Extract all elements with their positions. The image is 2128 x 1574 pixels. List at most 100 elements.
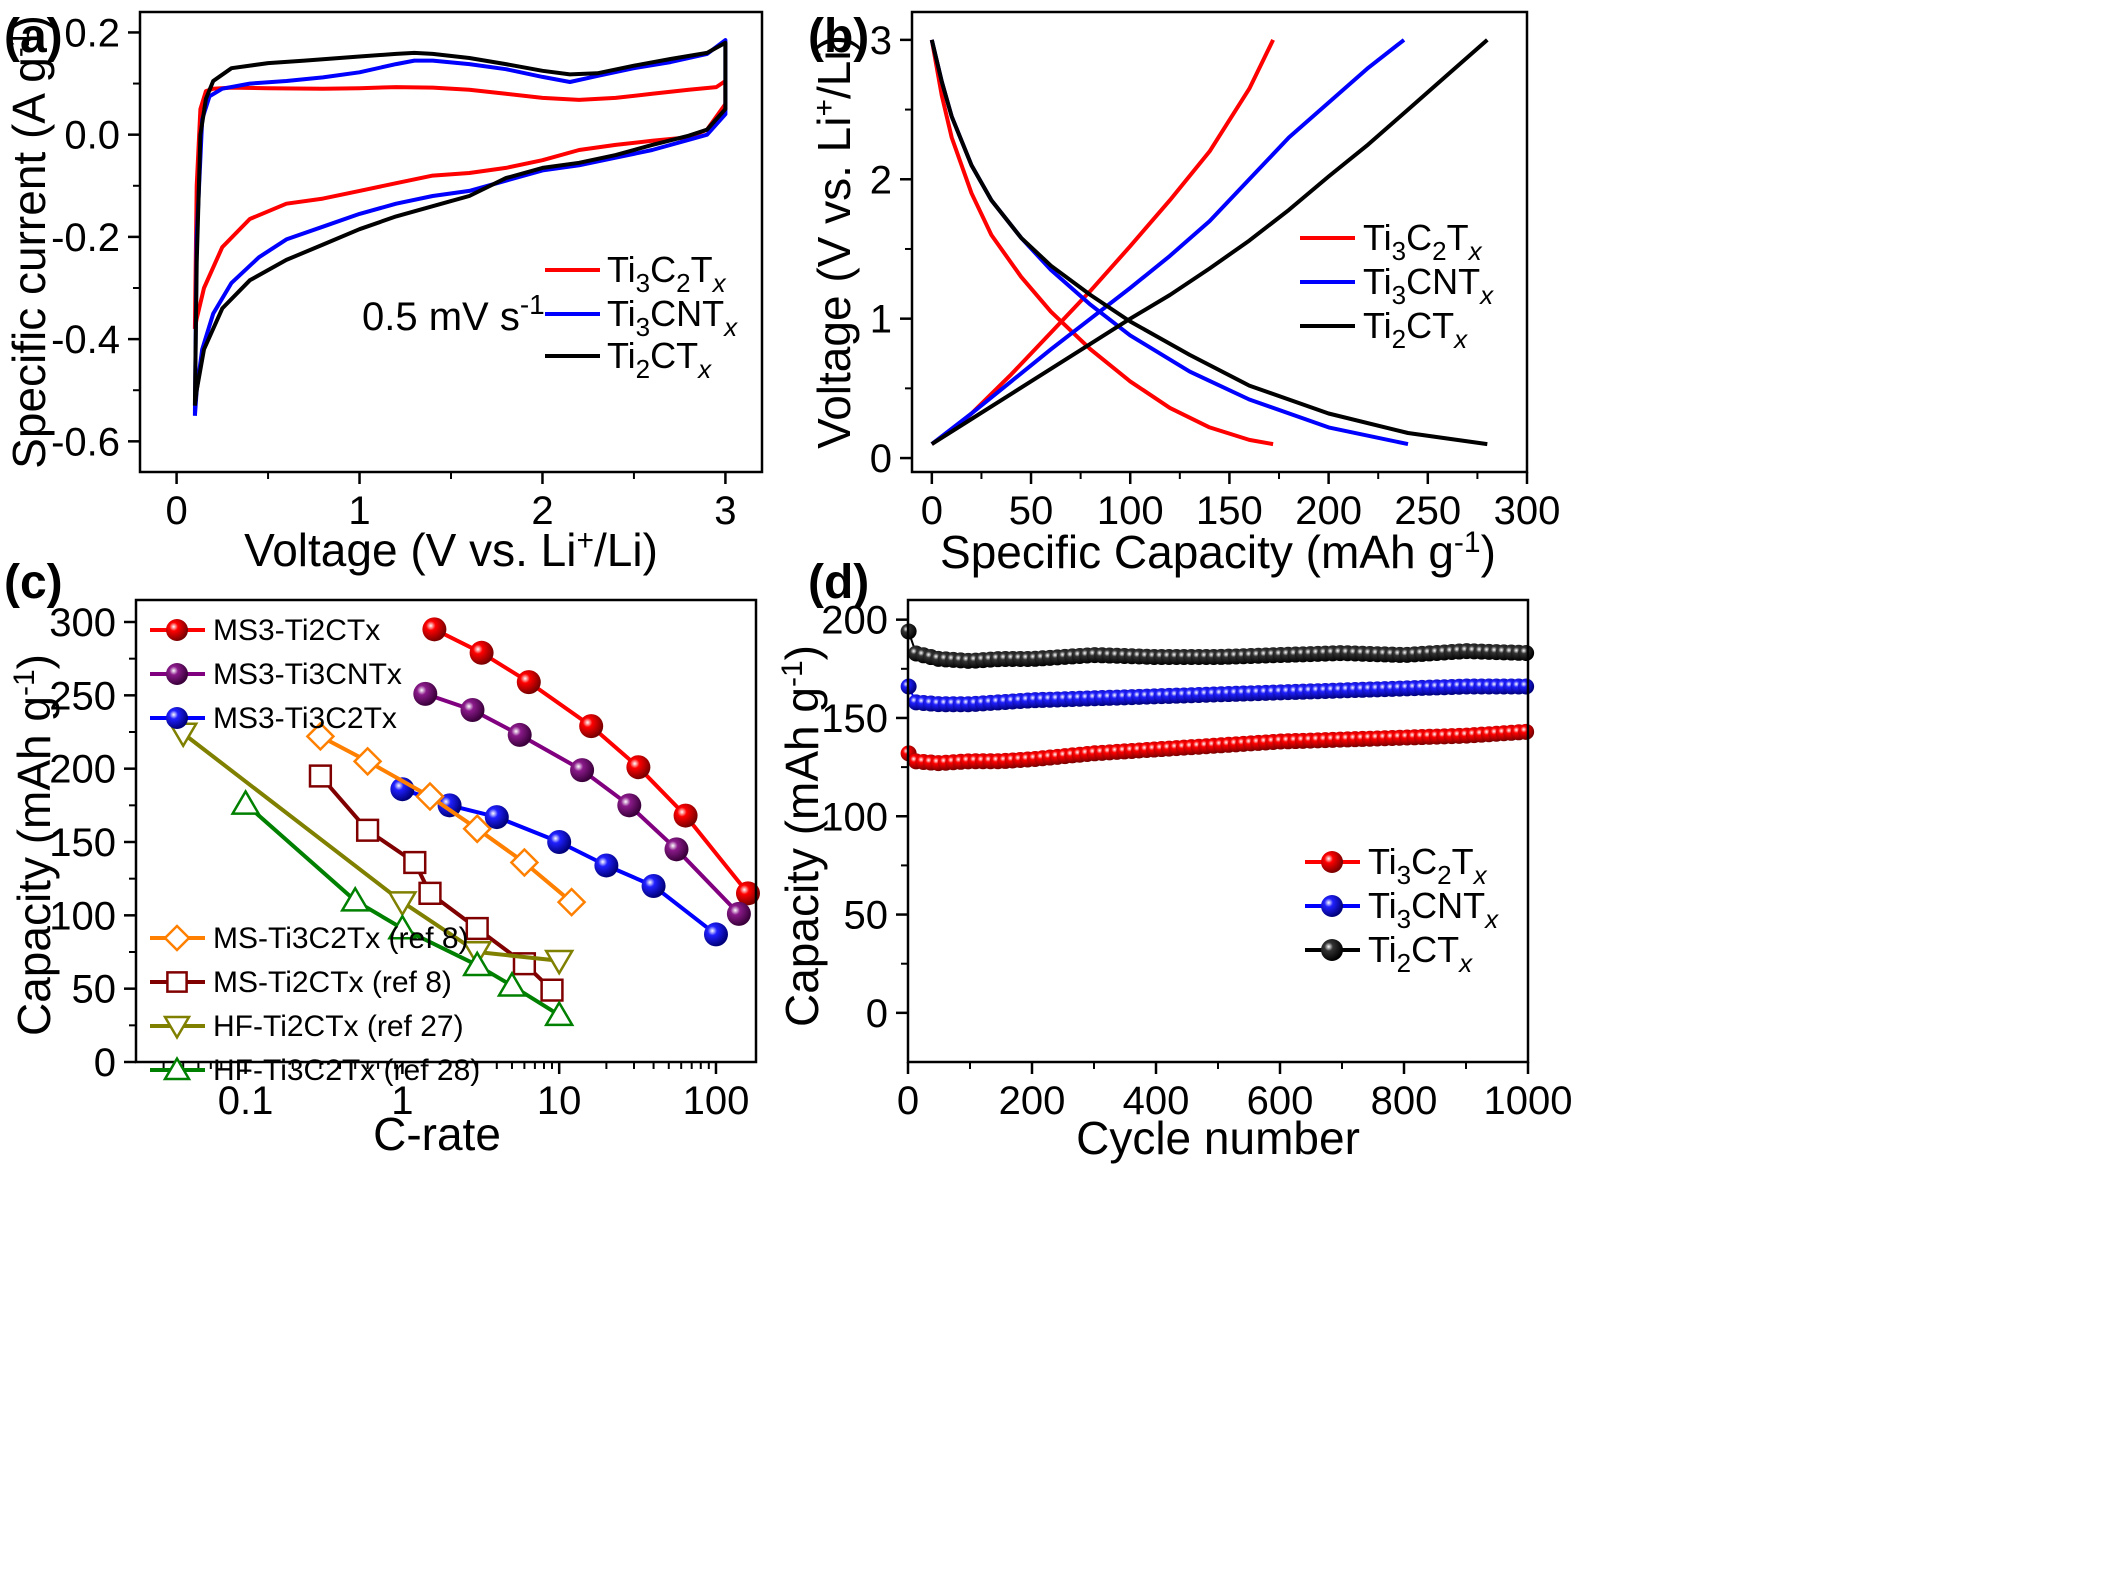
panel-a-label: (a) bbox=[4, 10, 63, 63]
y-tick-label: -0.4 bbox=[51, 318, 120, 362]
legend-label-d-ti3cntx: Ti3CNTx bbox=[1368, 885, 1499, 934]
data-point-ms-ti2ctx-ref-8 bbox=[540, 978, 564, 1002]
panel-a-legend: Ti3C2Tx Ti3CNTx Ti2CTx bbox=[545, 249, 738, 384]
data-point-ms3-ti3c2tx bbox=[547, 830, 572, 854]
data-point-ms3-ti2ctx bbox=[516, 670, 541, 695]
panel-c-legend: MS3-Ti2CTx MS3-Ti3CNTx MS3-Ti3C2Tx MS-Ti3C2… bbox=[150, 614, 480, 1087]
y-tick-label: 3 bbox=[870, 19, 892, 63]
panel-d-legend: Ti3C2Tx Ti3CNTx Ti2CTx bbox=[1305, 841, 1499, 978]
y-tick-label: 200 bbox=[49, 748, 116, 792]
panel-d-frame bbox=[906, 598, 1530, 1064]
legend-label-c-ms-ti2ctx-ref-8: MS-Ti2CTx (ref 8) bbox=[213, 966, 452, 999]
x-tick-label: 10 bbox=[537, 1079, 582, 1123]
data-point-ms3-ti2ctx bbox=[673, 803, 698, 828]
charge-curve-ti3c2tx bbox=[930, 39, 1275, 446]
y-tick-label: 1 bbox=[870, 298, 892, 342]
data-point-ms3-ti2ctx bbox=[469, 640, 494, 665]
legend-label-b-ti2ctx: Ti2CTx bbox=[1363, 305, 1468, 354]
legend-label-c-ms-ti3c2tx-ref-8: MS-Ti3C2Tx (ref 8) bbox=[213, 922, 469, 955]
legend-marker-c-ms-ti3c2tx-ref-8 bbox=[163, 924, 191, 952]
legend-label-d-ti2ctx: Ti2CTx bbox=[1368, 929, 1473, 978]
data-point-hf-ti3c2tx-ref-28 bbox=[230, 789, 261, 815]
x-tick-label: 1 bbox=[391, 1079, 413, 1123]
data-point-ms3-ti2ctx bbox=[422, 617, 447, 642]
panel-c-x-axis-label: C-rate bbox=[373, 1108, 501, 1160]
x-tick-label: 0 bbox=[921, 489, 943, 533]
rate-line-hf-ti2ctx-ref-27 bbox=[181, 731, 560, 963]
legend-marker-c-hf-ti2ctx-ref-27 bbox=[162, 1015, 192, 1040]
y-tick-label: 300 bbox=[49, 601, 116, 645]
panel-d-y-axis-label: Capacity (mAh g-1) bbox=[776, 645, 828, 1027]
legend-marker-d-ti3cntx bbox=[1321, 895, 1343, 917]
panel-c-frame bbox=[134, 598, 758, 1064]
legend-marker-d-ti2ctx bbox=[1321, 939, 1343, 961]
x-tick-label: 3 bbox=[714, 489, 736, 533]
data-point-hf-ti3c2tx-ref-28 bbox=[462, 950, 493, 977]
x-tick-label: 2 bbox=[531, 489, 553, 533]
cv-curve-ti2ctx bbox=[192, 40, 728, 406]
legend-label-b-ti3cntx: Ti3CNTx bbox=[1363, 261, 1494, 310]
data-point-ms-ti3c2tx-ref-8 bbox=[556, 887, 587, 917]
y-tick-label: 0 bbox=[94, 1041, 116, 1085]
cv-curve-ti3cntx bbox=[192, 38, 728, 416]
legend-marker-c-ms3-ti2ctx bbox=[166, 619, 188, 641]
legend-label-c-hf-ti2ctx-ref-27: HF-Ti2CTx (ref 27) bbox=[213, 1010, 464, 1043]
panel-b-x-axis-label: Specific Capacity (mAh g-1) bbox=[940, 526, 1496, 578]
legend-label-d-ti3c2tx: Ti3C2Tx bbox=[1368, 841, 1488, 890]
data-point-ms3-ti3cntx bbox=[460, 698, 485, 722]
y-tick-label: 50 bbox=[72, 968, 117, 1012]
data-point-ms-ti2ctx-ref-8 bbox=[418, 881, 442, 905]
x-tick-label: 1000 bbox=[1484, 1079, 1573, 1123]
y-tick-label: 2 bbox=[870, 158, 892, 202]
data-point-ti2ctx bbox=[1518, 645, 1535, 662]
data-point-ti3c2tx bbox=[1518, 723, 1535, 740]
data-point-ms-ti3c2tx-ref-8 bbox=[462, 814, 492, 844]
panel-a-scan-rate-annotation: 0.5 mV s-1 bbox=[362, 289, 545, 339]
data-point-ms-ti3c2tx-ref-8 bbox=[305, 721, 336, 752]
y-tick-label: -0.2 bbox=[51, 216, 120, 260]
legend-marker-c-ms3-ti3c2tx bbox=[166, 707, 188, 729]
y-tick-label: 200 bbox=[821, 599, 888, 643]
data-point-ms-ti2ctx-ref-8 bbox=[355, 818, 380, 842]
data-point-ms3-ti3cntx bbox=[617, 793, 642, 818]
x-tick-label: 100 bbox=[1097, 489, 1164, 533]
data-point-ms3-ti3c2tx bbox=[484, 805, 509, 830]
charge-curve-ti3cntx bbox=[930, 38, 1406, 446]
panel-b-frame bbox=[910, 10, 1529, 474]
data-point-hf-ti3c2tx-ref-28 bbox=[543, 1000, 575, 1027]
data-point-ms3-ti2ctx bbox=[579, 714, 604, 739]
data-point-ms-ti2ctx-ref-8 bbox=[465, 916, 489, 941]
x-tick-label: 250 bbox=[1394, 489, 1461, 533]
x-tick-label: 100 bbox=[683, 1079, 750, 1123]
legend-label-a-ti2ctx: Ti2CTx bbox=[607, 335, 712, 384]
legend-label-a-ti3cntx: Ti3CNTx bbox=[607, 293, 738, 342]
panel-d-cycling-chart: (d) 0 200 400 600 800 1000 0 50 100 150 200 Cycle … bbox=[776, 556, 1572, 1164]
panel-a-y-axis-label: Specific current (A g-1) bbox=[3, 15, 55, 469]
data-point-hf-ti3c2tx-ref-28 bbox=[496, 970, 528, 997]
data-point-ms3-ti3cntx bbox=[570, 758, 595, 783]
x-tick-label: 200 bbox=[999, 1079, 1066, 1123]
panel-a-cv-chart: (a) 0 1 2 3 -0.6 -0.4 -0.2 0.0 0.2 Voltage (V vs… bbox=[3, 10, 764, 576]
x-tick-label: 400 bbox=[1123, 1079, 1190, 1123]
discharge-curve-ti2ctx bbox=[929, 39, 1488, 447]
x-tick-label: 300 bbox=[1494, 489, 1561, 533]
panel-d-label: (d) bbox=[808, 556, 869, 609]
data-point-ms3-ti2ctx bbox=[626, 755, 651, 780]
data-point-hf-ti2ctx-ref-27 bbox=[543, 949, 575, 976]
x-tick-label: 0 bbox=[897, 1079, 919, 1123]
panel-b-charge-discharge-chart: (b) 0 50 100 150 200 250 300 0 1 2 3 Specific Capa… bbox=[808, 10, 1560, 578]
data-point-ms3-ti3c2tx bbox=[641, 874, 666, 898]
x-tick-label: 1 bbox=[348, 489, 370, 533]
rate-line-ms3-ti2ctx bbox=[433, 627, 750, 895]
data-point-hf-ti3c2tx-ref-28 bbox=[340, 885, 371, 912]
data-point-ms3-ti3cntx bbox=[664, 837, 689, 862]
panel-b-y-axis-label: Voltage (V vs. Li+/Li) bbox=[808, 35, 860, 449]
x-tick-label: 0 bbox=[165, 489, 187, 533]
legend-label-c-ms3-ti3c2tx: MS3-Ti3C2Tx bbox=[213, 702, 397, 735]
legend-label-c-hf-ti3c2tx-ref-28: HF-Ti3C2Tx (ref 28) bbox=[213, 1054, 480, 1087]
x-tick-label: 800 bbox=[1371, 1079, 1438, 1123]
y-tick-label: 100 bbox=[821, 795, 888, 839]
legend-label-b-ti3c2tx: Ti3C2Tx bbox=[1363, 217, 1483, 266]
charge-curve-ti2ctx bbox=[930, 38, 1489, 446]
